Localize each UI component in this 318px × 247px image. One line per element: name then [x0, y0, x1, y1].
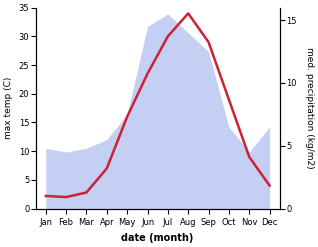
X-axis label: date (month): date (month)	[121, 233, 194, 243]
Y-axis label: med. precipitation (kg/m2): med. precipitation (kg/m2)	[305, 47, 314, 169]
Y-axis label: max temp (C): max temp (C)	[4, 77, 13, 139]
